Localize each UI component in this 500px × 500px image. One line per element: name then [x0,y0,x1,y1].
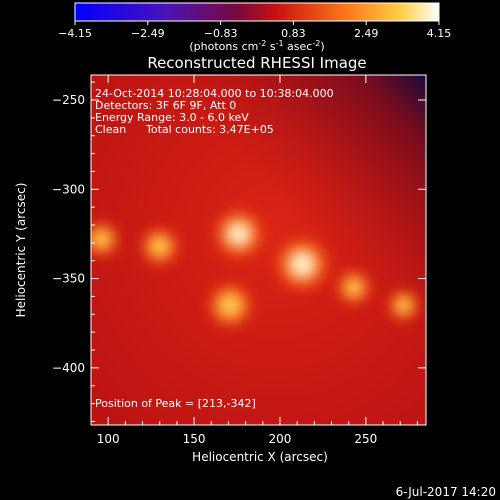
source-blob-0 [276,238,329,291]
colorbar-tick-label: 0.83 [281,27,306,40]
colorbar-gradient [74,2,440,22]
source-blob-6 [388,289,420,321]
source-blob-2 [208,283,252,327]
y-axis-label: Heliocentric Y (arcsec) [14,183,28,318]
x-tick-label: 100 [97,432,120,446]
x-tick-label: 150 [183,432,206,446]
y-tick-label: −300 [52,182,85,196]
colorbar-tick-label: −2.49 [131,27,165,40]
x-tick-label: 250 [354,432,377,446]
annotation-detectors: Detectors: 3F 6F 9F, Att 0 [95,99,236,112]
y-tick-label: −400 [52,361,85,375]
y-tick-label: −350 [52,272,85,286]
source-blob-5 [337,270,371,305]
plot-frame [90,74,427,426]
x-axis-label: Heliocentric X (arcsec) [192,450,328,464]
colorbar-tick-label: −0.83 [204,27,238,40]
peak-position-label: Position of Peak = [213,-342] [95,397,256,410]
colorbar-units: (photons cm-2 s-1 asec-2) [189,39,324,53]
chart-title: Reconstructed RHESSI Image [147,54,366,72]
source-blob-4 [91,221,119,257]
colorbar-tick-label: 2.49 [354,27,379,40]
heatmap-image [91,75,426,425]
colorbar-tick-label: −4.15 [58,27,92,40]
source-blob-3 [141,227,179,265]
annotation-time-range: 24-Oct-2014 10:28:04.000 to 10:38:04.000 [95,87,334,100]
annotation-energy-range: Energy Range: 3.0 - 6.0 keV [95,111,249,124]
colorbar: −4.15 −2.49 −0.83 0.83 2.49 4.15 (photons cm-… [58,2,452,53]
y-tick-label: −250 [52,93,85,107]
colorbar-tick-label: 4.15 [427,27,452,40]
annotation-total-counts: Total counts: 3.47E+05 [145,123,274,136]
footer-date: 6-Jul-2017 14:20 [396,485,496,499]
annotation-clean: Clean [95,123,126,136]
annotation-block: 24-Oct-2014 10:28:04.000 to 10:38:04.000… [95,87,334,136]
source-blob-1 [214,210,263,258]
x-tick-label: 200 [269,432,292,446]
